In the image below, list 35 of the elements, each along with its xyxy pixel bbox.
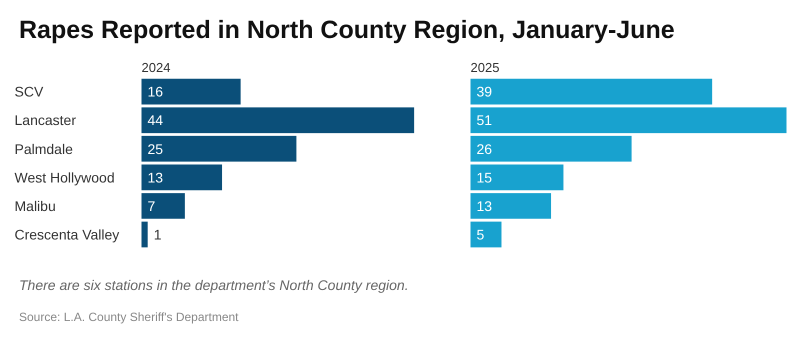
bar xyxy=(142,222,148,248)
data-label: 13 xyxy=(148,169,164,186)
data-label: 1 xyxy=(154,226,162,242)
data-label: 13 xyxy=(476,198,492,214)
data-label: 16 xyxy=(148,84,164,100)
y-tick-label: Malibu xyxy=(14,198,56,214)
chart-subtitle: 2024 xyxy=(142,60,170,75)
chart-title: Rapes Reported in North County Region, January-June xyxy=(19,15,675,46)
bar xyxy=(142,136,296,162)
bar xyxy=(142,193,185,219)
data-label: 51 xyxy=(476,112,492,128)
y-tick-label: Palmdale xyxy=(14,140,74,157)
data-label: 26 xyxy=(476,140,492,157)
bar xyxy=(142,78,241,104)
data-label: 39 xyxy=(476,84,492,100)
y-tick-label: West Hollywood xyxy=(14,169,115,186)
source-note: Source: L.A. County Sheriff's Department xyxy=(19,309,239,326)
bar xyxy=(470,78,712,104)
bar xyxy=(142,164,222,190)
bar xyxy=(470,193,552,219)
data-label: 5 xyxy=(476,226,484,242)
bar xyxy=(470,107,786,134)
data-label: 7 xyxy=(148,198,156,214)
text: There are six stations in the department’s North County region. xyxy=(19,276,409,295)
bar xyxy=(470,164,564,190)
bar xyxy=(470,222,502,248)
data-label: 25 xyxy=(148,140,164,157)
data-label: 44 xyxy=(148,112,164,128)
data-label: 15 xyxy=(476,169,492,186)
y-tick-label: Crescenta Valley xyxy=(14,226,120,242)
y-tick-label: Lancaster xyxy=(14,112,76,128)
y-tick-label: SCV xyxy=(14,84,44,100)
bar xyxy=(470,136,632,162)
chart-subtitle: 2025 xyxy=(470,60,500,75)
bar xyxy=(142,107,414,134)
